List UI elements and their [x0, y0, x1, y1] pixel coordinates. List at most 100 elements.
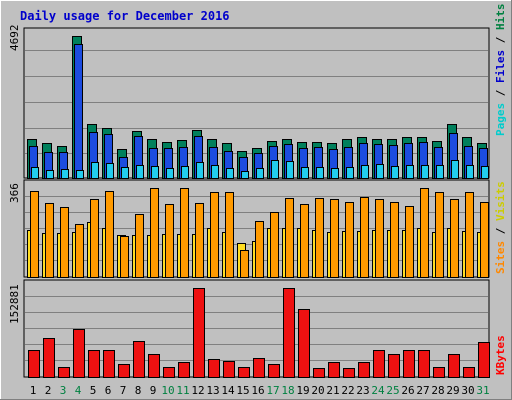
bar-pages-day-24 [376, 164, 384, 179]
bar-pages-day-18 [286, 161, 294, 179]
bar-kbytes-day-19 [298, 309, 310, 378]
bar-pages-day-1 [31, 167, 39, 179]
bar-kbytes-day-28 [433, 367, 445, 378]
bar-pages-day-14 [226, 168, 234, 179]
bar-kbytes-day-9 [148, 354, 160, 378]
day-label-8: 8 [135, 384, 142, 397]
bar-kbytes-day-24 [373, 350, 385, 378]
legend-sep-1: / [494, 83, 507, 103]
day-label-30: 30 [461, 384, 474, 397]
bar-sites-day-4 [75, 224, 84, 278]
bar-kbytes-day-1 [28, 350, 40, 378]
bar-sites-day-6 [105, 191, 114, 278]
day-label-10: 10 [161, 384, 174, 397]
panel-bars [27, 36, 489, 179]
bar-kbytes-day-3 [58, 367, 70, 378]
bar-pages-day-12 [196, 162, 204, 179]
panel-bars [27, 188, 489, 278]
day-label-28: 28 [431, 384, 444, 397]
day-label-24: 24 [371, 384, 385, 397]
bar-kbytes-day-4 [73, 329, 85, 378]
bar-sites-day-5 [90, 199, 99, 278]
bar-pages-day-30 [466, 165, 474, 179]
day-label-26: 26 [401, 384, 414, 397]
bar-sites-day-27 [420, 188, 429, 278]
bar-sites-day-24 [375, 199, 384, 278]
legend-pages: Pages [494, 103, 507, 136]
bar-sites-day-29 [450, 199, 459, 278]
bar-kbytes-day-23 [358, 362, 370, 378]
bar-kbytes-day-11 [178, 362, 190, 378]
bar-kbytes-day-22 [343, 368, 355, 378]
panel-bars [28, 288, 490, 378]
bar-pages-day-4 [76, 170, 84, 179]
panel-ymax-label: 152881 [8, 284, 21, 324]
bar-kbytes-day-16 [253, 358, 265, 378]
bar-sites-day-8 [135, 214, 144, 278]
bar-sites-day-19 [300, 204, 309, 278]
bar-kbytes-day-12 [193, 288, 205, 378]
legend-hits: Hits [494, 4, 507, 31]
bar-kbytes-day-17 [268, 364, 280, 378]
panel-sites-visits: 366 Sites / Visits [8, 179, 507, 278]
bar-pages-day-13 [211, 165, 219, 179]
day-label-15: 15 [236, 384, 249, 397]
day-label-31: 31 [476, 384, 489, 397]
panel-right-legend: Pages / Files / Hits [494, 4, 507, 137]
bar-sites-day-18 [285, 198, 294, 278]
day-label-9: 9 [150, 384, 157, 397]
bar-pages-day-3 [61, 169, 69, 179]
legend-kbytes: KBytes [494, 335, 507, 375]
day-label-14: 14 [221, 384, 235, 397]
day-label-25: 25 [386, 384, 399, 397]
day-axis-labels: 1 2 3 4 5 6 7 8 9 10 11 12 13 14 15 16 17 18 19 20 21 22 23 24 2… [30, 384, 490, 397]
day-label-7: 7 [120, 384, 127, 397]
bar-kbytes-day-27 [418, 350, 430, 378]
bar-pages-day-6 [106, 163, 114, 179]
bar-sites-day-2 [45, 203, 54, 278]
bar-pages-day-22 [346, 167, 354, 179]
panel-right-legend: Sites / Visits [494, 181, 507, 274]
bar-pages-day-17 [271, 160, 279, 179]
panel-kbytes: 152881 KBytes [8, 279, 507, 378]
bar-pages-day-7 [121, 167, 129, 179]
bar-sites-day-28 [435, 192, 444, 278]
bar-sites-day-20 [315, 198, 324, 278]
bar-pages-day-21 [331, 168, 339, 179]
bar-pages-day-19 [301, 167, 309, 179]
bar-kbytes-day-25 [388, 354, 400, 378]
bar-sites-day-14 [225, 192, 234, 278]
bar-kbytes-day-6 [103, 350, 115, 378]
day-label-5: 5 [90, 384, 97, 397]
day-label-20: 20 [311, 384, 324, 397]
bar-sites-day-9 [150, 188, 159, 278]
day-label-22: 22 [341, 384, 354, 397]
bar-sites-day-17 [270, 212, 279, 278]
day-label-12: 12 [191, 384, 204, 397]
day-label-27: 27 [416, 384, 429, 397]
bar-sites-day-23 [360, 197, 369, 278]
bar-sites-day-16 [255, 221, 264, 278]
bar-pages-day-2 [46, 170, 54, 179]
bar-pages-day-25 [391, 166, 399, 179]
bar-sites-day-3 [60, 207, 69, 278]
bar-pages-day-10 [166, 168, 174, 179]
bar-sites-day-26 [405, 206, 414, 278]
bar-kbytes-day-7 [118, 364, 130, 378]
bar-kbytes-day-13 [208, 359, 220, 378]
panel-hits-files-pages: 4692 Pages / Files / Hits [8, 4, 507, 179]
bar-sites-day-7 [120, 236, 129, 278]
legend-visits: Visits [494, 181, 507, 221]
bar-kbytes-day-14 [223, 361, 235, 378]
bar-pages-day-23 [361, 165, 369, 179]
bar-sites-day-22 [345, 202, 354, 278]
bar-pages-day-11 [181, 166, 189, 179]
bar-kbytes-day-10 [163, 367, 175, 378]
bar-pages-day-8 [136, 165, 144, 179]
bar-kbytes-day-29 [448, 354, 460, 378]
bar-kbytes-day-30 [463, 367, 475, 378]
bar-kbytes-day-5 [88, 350, 100, 378]
day-label-13: 13 [206, 384, 219, 397]
